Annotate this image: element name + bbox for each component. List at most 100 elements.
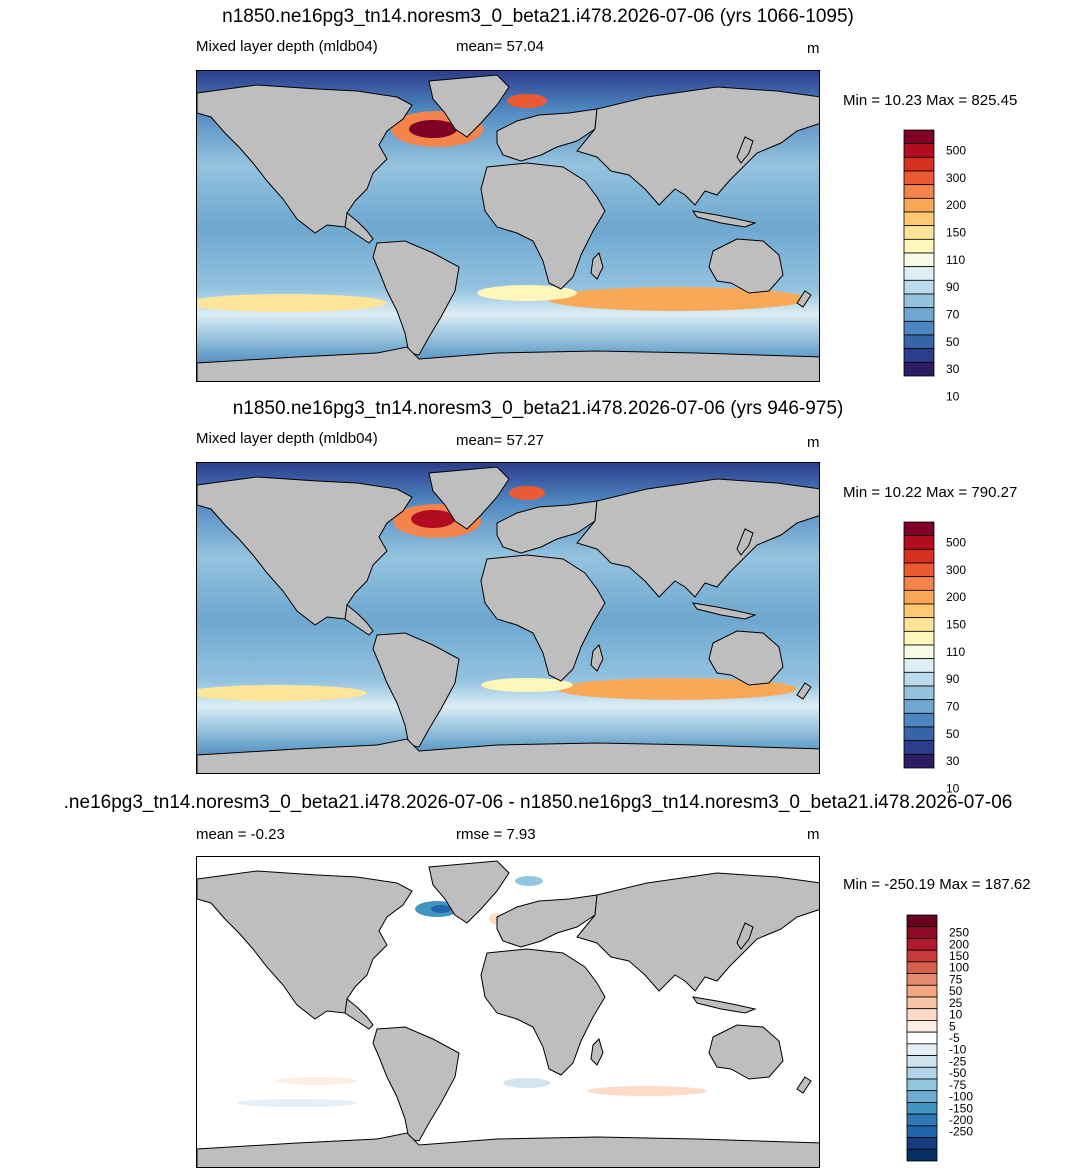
colorbar-label: 10 bbox=[949, 1008, 963, 1022]
colorbar-label: 70 bbox=[946, 308, 960, 322]
colorbar-swatch bbox=[903, 266, 935, 281]
units-label: m bbox=[807, 40, 820, 57]
colorbar-label: -100 bbox=[949, 1090, 973, 1104]
colorbar-swatch bbox=[903, 576, 935, 591]
colorbar-swatch bbox=[903, 671, 935, 687]
colorbar-2: 500 300 200 150 110 90 70 50 30 10 bbox=[903, 521, 1054, 796]
colorbar-label: 90 bbox=[946, 672, 960, 686]
colorbar-label: 25 bbox=[949, 996, 963, 1010]
colorbar-1: 500 300 200 150 110 90 70 50 30 10 bbox=[903, 129, 1054, 404]
colorbar-swatch bbox=[903, 361, 935, 377]
colorbar-swatch bbox=[903, 293, 935, 309]
colorbar-label: 110 bbox=[946, 645, 965, 659]
colorbar-swatch bbox=[903, 562, 935, 578]
southern-ocean-band-atlantic bbox=[481, 678, 573, 692]
colorbar-label: 200 bbox=[946, 198, 966, 212]
colorbar-swatch bbox=[903, 156, 935, 172]
colorbar-label: 10 bbox=[946, 782, 960, 796]
colorbar-label: 30 bbox=[946, 754, 960, 768]
mean-label: mean= 57.04 bbox=[456, 38, 544, 55]
colorbar-swatch bbox=[903, 535, 935, 550]
colorbar-swatch bbox=[903, 740, 935, 755]
panel-2: n1850.ne16pg3_tn14.noresm3_0_beta21.i478… bbox=[0, 392, 1076, 796]
map-panel-1 bbox=[196, 70, 820, 382]
colorbar-swatch bbox=[906, 1020, 938, 1033]
colorbar-swatch bbox=[903, 129, 935, 145]
colorbar-swatch bbox=[903, 521, 935, 537]
mean-label: mean= 57.27 bbox=[456, 432, 544, 449]
colorbar-label: 5 bbox=[949, 1019, 956, 1033]
colorbar-label: 200 bbox=[946, 590, 966, 604]
labrador-sea-strong-negative bbox=[431, 905, 451, 913]
labrador-sea-max bbox=[411, 510, 455, 528]
colorbar-swatch bbox=[903, 184, 935, 199]
panel-title: n1850.ne16pg3_tn14.noresm3_0_beta21.i478… bbox=[222, 6, 854, 27]
colorbar-swatch bbox=[903, 334, 935, 350]
colorbar-swatch bbox=[906, 1090, 938, 1103]
southern-ocean-positive bbox=[277, 1077, 357, 1085]
colorbar-swatch bbox=[906, 949, 938, 963]
colorbar-swatch bbox=[906, 1043, 938, 1056]
variable-label: Mixed layer depth (mldb04) bbox=[196, 430, 378, 447]
colorbar-label: 150 bbox=[949, 949, 969, 963]
southern-ocean-band-pacific bbox=[197, 685, 367, 701]
colorbar-label: 200 bbox=[949, 937, 969, 951]
map-panel-2 bbox=[196, 462, 820, 774]
colorbar-label: 150 bbox=[946, 618, 966, 632]
panel-1: n1850.ne16pg3_tn14.noresm3_0_beta21.i478… bbox=[0, 0, 1076, 404]
colorbar-swatch bbox=[903, 699, 935, 714]
colorbar-label: 300 bbox=[946, 171, 966, 185]
colorbar-label: 500 bbox=[946, 144, 966, 158]
colorbar-swatch bbox=[903, 658, 935, 673]
colorbar-swatch bbox=[903, 603, 935, 619]
colorbar-label: 500 bbox=[946, 536, 966, 550]
rmse-label: rmse = 7.93 bbox=[456, 826, 536, 843]
colorbar-swatch bbox=[906, 1008, 938, 1021]
colorbar-label: 30 bbox=[946, 362, 960, 376]
colorbar-swatch bbox=[903, 753, 935, 769]
nordic-seas-negative bbox=[515, 876, 543, 886]
southern-ocean-negative bbox=[503, 1078, 551, 1088]
colorbar-swatch bbox=[906, 938, 938, 951]
colorbar-label: 110 bbox=[946, 253, 965, 267]
colorbar-label: -75 bbox=[949, 1078, 967, 1092]
colorbar-swatch bbox=[906, 973, 938, 986]
colorbar-swatch bbox=[903, 644, 935, 660]
southern-ocean-negative bbox=[237, 1099, 357, 1107]
colorbar-label: 300 bbox=[946, 563, 966, 577]
colorbar-label: 100 bbox=[949, 961, 969, 975]
colorbar-label: -10 bbox=[949, 1043, 967, 1057]
colorbar-swatch bbox=[903, 320, 935, 336]
min-max-label: Min = 10.23 Max = 825.45 bbox=[843, 92, 1018, 109]
colorbar-label: 250 bbox=[949, 926, 969, 940]
southern-ocean-band-atlantic bbox=[477, 285, 577, 301]
colorbar-swatch bbox=[903, 712, 935, 728]
units-label: m bbox=[807, 826, 820, 843]
colorbar-swatch bbox=[903, 279, 935, 295]
southern-ocean-band-indian bbox=[547, 287, 807, 311]
southern-ocean-positive bbox=[587, 1086, 707, 1096]
colorbar-swatch bbox=[903, 548, 935, 564]
colorbar-label: -150 bbox=[949, 1101, 973, 1115]
colorbar-swatch bbox=[906, 1113, 938, 1127]
colorbar-swatch bbox=[903, 685, 935, 701]
colorbar-swatch bbox=[903, 589, 935, 605]
colorbar-label: 50 bbox=[949, 984, 963, 998]
colorbar-swatch bbox=[906, 1031, 938, 1045]
colorbar-swatch bbox=[906, 926, 938, 939]
colorbar-swatch bbox=[903, 630, 935, 646]
panel-title: .ne16pg3_tn14.noresm3_0_beta21.i478.2026… bbox=[63, 792, 1013, 813]
colorbar-label: 50 bbox=[946, 727, 960, 741]
colorbar-swatch bbox=[906, 1148, 938, 1162]
colorbar-swatch bbox=[903, 726, 935, 742]
colorbar-swatch bbox=[903, 211, 935, 227]
colorbar-swatch bbox=[906, 996, 938, 1010]
colorbar-swatch bbox=[906, 1066, 938, 1080]
mean-label: mean = -0.23 bbox=[196, 826, 285, 843]
colorbar-swatch bbox=[903, 348, 935, 363]
colorbar-label: 70 bbox=[946, 700, 960, 714]
colorbar-label: -25 bbox=[949, 1054, 967, 1068]
colorbar-swatch bbox=[906, 984, 938, 998]
min-max-label: Min = -250.19 Max = 187.62 bbox=[843, 876, 1031, 893]
colorbar-swatch bbox=[903, 143, 935, 158]
